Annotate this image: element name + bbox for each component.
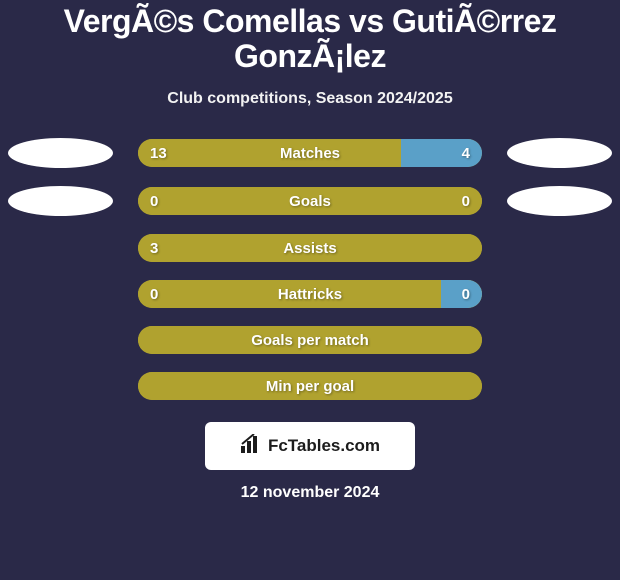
stat-row: Goals00 [0, 186, 620, 216]
stat-row: Hattricks00 [0, 280, 620, 308]
stat-row: Matches134 [0, 138, 620, 168]
right-pad [482, 186, 620, 216]
bar-left-fill [138, 280, 482, 308]
stat-bar: Min per goal [138, 372, 482, 400]
left-pad [0, 186, 138, 216]
date-label: 12 november 2024 [241, 484, 380, 502]
comparison-chart: Matches134 Goals00 Assists3 Hattricks00 Goal… [0, 138, 620, 400]
stat-bar: Assists3 [138, 234, 482, 262]
bar-right-fill [401, 139, 482, 167]
stat-bar: Hattricks00 [138, 280, 482, 308]
brand-label: FcTables.com [268, 436, 380, 456]
page-title: VergÃ©s Comellas vs GutiÃ©rrez GonzÃ¡lez [0, 4, 620, 74]
brand-pill[interactable]: FcTables.com [205, 422, 415, 470]
stat-row: Goals per match [0, 326, 620, 354]
left-oval [8, 186, 113, 216]
left-oval [8, 138, 113, 168]
chart-icon [240, 434, 262, 459]
right-oval [507, 138, 612, 168]
stat-bar: Goals00 [138, 187, 482, 215]
stat-bar: Matches134 [138, 139, 482, 167]
bar-right-fill [441, 280, 482, 308]
right-oval [507, 186, 612, 216]
stat-row: Min per goal [0, 372, 620, 400]
stat-row: Assists3 [0, 234, 620, 262]
stat-bar: Goals per match [138, 326, 482, 354]
bar-left-fill [138, 234, 482, 262]
left-pad [0, 138, 138, 168]
bar-left-fill [138, 372, 482, 400]
bar-left-fill [138, 326, 482, 354]
bar-left-fill [138, 139, 401, 167]
right-pad [482, 138, 620, 168]
bar-left-fill [138, 187, 482, 215]
page-subtitle: Club competitions, Season 2024/2025 [167, 90, 452, 108]
